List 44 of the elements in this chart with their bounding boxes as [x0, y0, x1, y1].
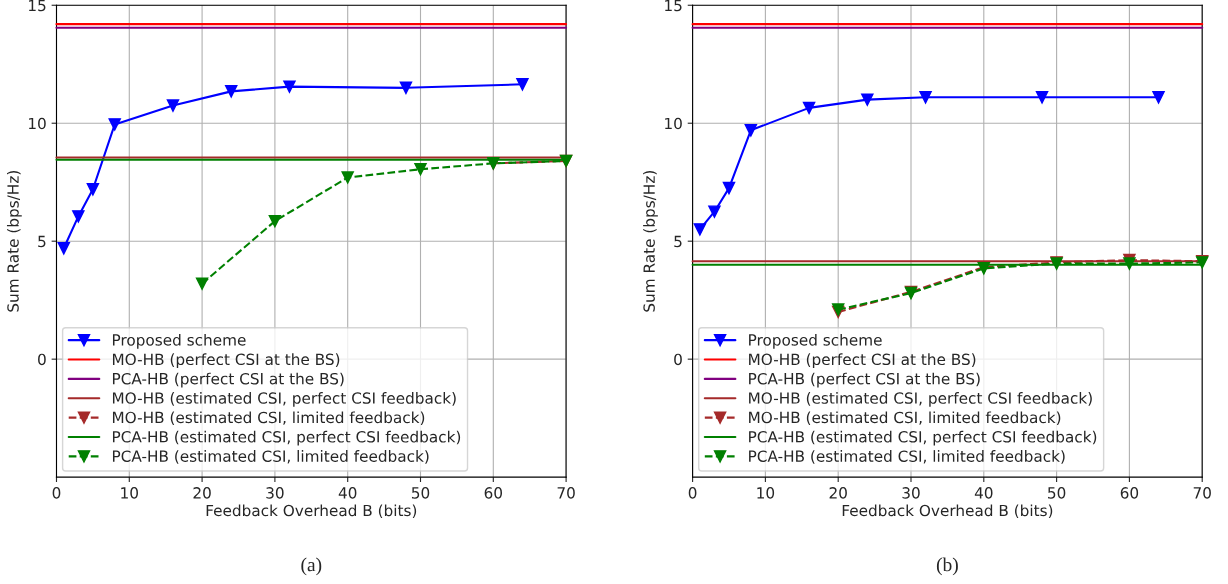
legend-label: MO-HB (perfect CSI at the BS) [112, 353, 340, 369]
legend-label: PCA-HB (estimated CSI, limited feedback) [112, 450, 429, 464]
y-tick-label: 0 [674, 353, 682, 366]
x-tick-label: 70 [1193, 487, 1211, 499]
x-tick-label: 10 [757, 487, 775, 499]
x-tick-label: 40 [338, 487, 357, 499]
y-tick-label: 5 [674, 235, 682, 248]
legend-label: PCA-HB (estimated CSI, limited feedback) [749, 450, 1065, 464]
x-tick-label: 60 [484, 487, 503, 499]
legend-label: PCA-HB (estimated CSI, perfect CSI feedback) [749, 430, 1097, 446]
text: (a) [301, 557, 322, 576]
legend-label: MO-HB (estimated CSI, perfect CSI feedback) [112, 392, 456, 407]
legend-label: MO-HB (estimated CSI, perfect CSI feedback) [749, 392, 1092, 407]
x-tick-label: 0 [52, 487, 61, 499]
x-tick-label: 20 [829, 487, 847, 499]
legend-label: PCA-HB (perfect CSI at the BS) [112, 372, 344, 388]
legend-label: MO-HB (perfect CSI at the BS) [749, 353, 976, 369]
x-tick-label: 40 [974, 487, 993, 499]
y-tick-label: 5 [38, 235, 46, 248]
x-tick-label: 10 [121, 487, 138, 499]
x-tick-label: 30 [902, 487, 920, 499]
legend-label: PCA-HB (estimated CSI, perfect CSI feedback) [112, 430, 461, 446]
text: (b) [936, 557, 958, 576]
x-tick-label: 30 [266, 487, 284, 499]
y-tick-label: 15 [665, 0, 682, 12]
y-tick-label: 15 [29, 0, 46, 12]
x-axis-title: Feedback Overhead B (bits) [206, 504, 417, 519]
y-axis-title: Sum Rate (bps/Hz) [6, 171, 22, 312]
x-tick-label: 0 [688, 487, 697, 499]
x-tick-label: 50 [411, 487, 430, 499]
x-tick-label: 70 [557, 487, 575, 499]
x-tick-label: 20 [193, 487, 211, 499]
y-tick-label: 10 [29, 117, 46, 130]
y-axis-title: Sum Rate (bps/Hz) [643, 171, 658, 312]
y-tick-label: 10 [665, 117, 682, 130]
x-tick-label: 50 [1048, 487, 1066, 499]
legend-label: PCA-HB (perfect CSI at the BS) [749, 372, 980, 388]
legend-label: Proposed scheme [749, 333, 882, 349]
legend-label: MO-HB (estimated CSI, limited feedback) [112, 411, 425, 425]
x-tick-label: 60 [1120, 487, 1139, 499]
legend-label: MO-HB (estimated CSI, limited feedback) [749, 411, 1061, 425]
y-tick-label: 0 [38, 353, 46, 366]
legend-label: Proposed scheme [112, 333, 246, 349]
x-axis-title: Feedback Overhead B (bits) [842, 504, 1053, 519]
